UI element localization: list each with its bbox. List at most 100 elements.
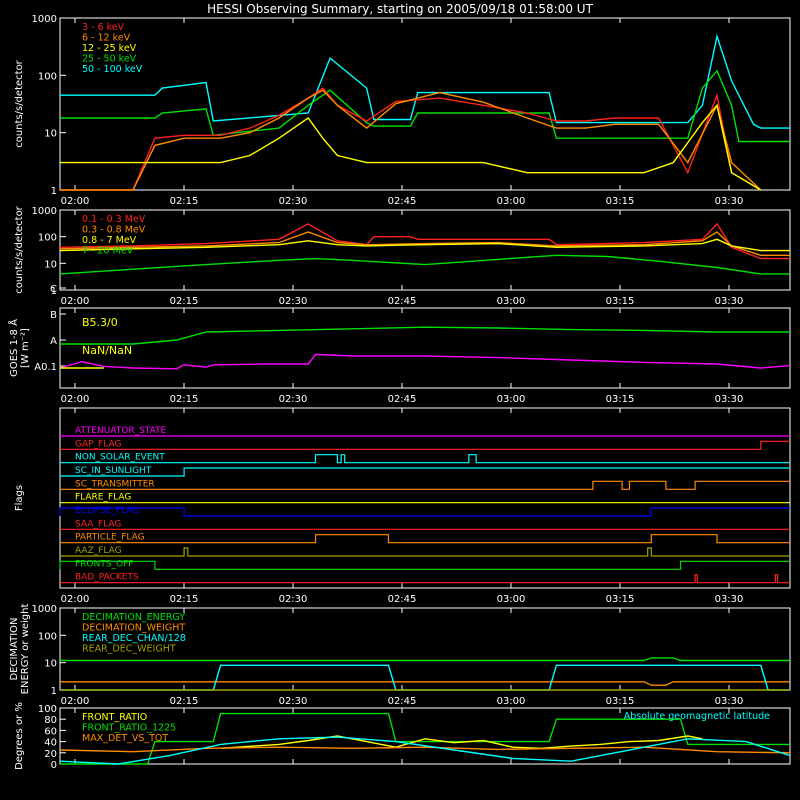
series-line (60, 681, 790, 686)
time-tick-label: 02:15 (170, 296, 199, 307)
y-tick-label: 1000 (32, 206, 57, 217)
y-axis-label: ENERGY or weight (20, 604, 31, 695)
plot-panels: 02:00 02:15 02:30 02:45 03:00 03:15 03:3011010… (7, 14, 791, 771)
time-tick-label: 02:45 (388, 196, 417, 207)
time-tick-label: 02:00 (61, 594, 90, 605)
series-line (60, 657, 790, 662)
y-axis-label: [W m⁻²] (20, 328, 31, 368)
y-tick-label: 10 (44, 129, 57, 140)
y-tick-label: B (50, 310, 57, 321)
time-tick-label: 03:00 (497, 296, 526, 307)
time-tick-label: 02:45 (388, 296, 417, 307)
series-line (60, 326, 790, 345)
flag-line (60, 547, 790, 557)
time-tick-label: 03:00 (497, 394, 526, 405)
panel-flags: 02:00 02:15 02:30 02:45 03:00 03:15 03:30 Flags… (14, 407, 791, 605)
y-tick-label: 1 (51, 186, 57, 197)
legend-entry: FRONT_RATIO (82, 712, 147, 723)
flag-line (60, 467, 790, 477)
time-tick-label: 02:30 (279, 394, 308, 405)
legend-entry: 50 - 100 keV (82, 64, 143, 75)
y-tick-label: 100 (38, 233, 57, 244)
time-tick-label: 03:00 (497, 594, 526, 605)
goes-annotation: NaN/NaN (82, 344, 132, 357)
flag-line (60, 480, 790, 490)
series-line (59, 238, 790, 252)
time-tick-label: 02:00 (61, 696, 90, 707)
time-tick-label: 02:00 (61, 296, 90, 307)
panel-counts-low: 02:00 02:15 02:30 02:45 03:00 03:15 03:30 1 10 10… (14, 14, 791, 207)
time-tick-label: 02:15 (170, 594, 199, 605)
legend-entry: 25 - 50 keV (82, 54, 137, 65)
y-tick-label: 10 (44, 659, 57, 670)
y-tick-label: 1000 (32, 604, 57, 615)
panel-frame (59, 407, 791, 589)
panel-decimation: 02:00 02:15 02:30 02:45 03:00 03:15 03:30 1 10 10… (9, 604, 791, 707)
flag-label: ECLIPSE_FLAG (75, 506, 139, 516)
time-tick-label: 03:30 (715, 594, 744, 605)
legend-entry: 3 - 6 keV (82, 22, 125, 33)
y-tick-label: 20 (44, 749, 57, 760)
time-tick-label: 02:45 (388, 394, 417, 405)
flag-label: NON_SOLAR_EVENT (75, 453, 165, 463)
y-axis-label: DECIMATION (9, 617, 20, 680)
time-tick-label: 03:15 (606, 296, 635, 307)
legend-entry: 12 - 25 keV (82, 43, 137, 54)
y-tick-label: 100 (38, 704, 57, 715)
flag-label: ATTENUATOR_STATE (75, 426, 167, 436)
legend-entry: DECIMATION_ENERGY (82, 612, 185, 623)
time-tick-label: 02:45 (388, 696, 417, 707)
time-tick-label: 02:00 (61, 394, 90, 405)
flag-line (60, 440, 790, 450)
time-tick-label: 03:00 (497, 696, 526, 707)
time-tick-label: 03:15 (606, 394, 635, 405)
legend-entry: 0.1 - 0.3 MeV (82, 214, 146, 225)
y-axis-label: Degrees or % (14, 702, 25, 770)
y-tick-label: 100 (38, 631, 57, 642)
series-line (60, 69, 790, 143)
y-tick-label: 1 (51, 286, 57, 297)
flag-line (60, 534, 790, 544)
y-axis-label: Flags (14, 485, 25, 511)
series-line (59, 736, 791, 765)
series-line (60, 712, 790, 765)
time-tick-label: 03:30 (715, 696, 744, 707)
series-line (59, 254, 790, 275)
series-line (60, 89, 762, 191)
series-line (59, 353, 791, 370)
time-tick-label: 02:30 (279, 196, 308, 207)
y-tick-label: C (50, 284, 57, 295)
panel-frame (59, 307, 791, 389)
time-tick-label: 03:15 (606, 196, 635, 207)
time-tick-label: 02:30 (279, 594, 308, 605)
y-tick-label: 10 (44, 259, 57, 270)
time-tick-label: 03:30 (715, 394, 744, 405)
time-tick-label: 02:15 (170, 696, 199, 707)
y-tick-label: 1 (51, 686, 57, 697)
y-tick-label: 1000 (32, 14, 57, 25)
y-tick-label: 40 (44, 738, 57, 749)
panel-frame (59, 707, 791, 765)
flag-label: FLARE_FLAG (75, 493, 131, 503)
legend-entry: 6 - 12 keV (82, 33, 131, 44)
panel-goes: 02:00 02:15 02:30 02:45 03:00 03:15 03:30 A0.1 A… (7, 284, 791, 405)
y-tick-label: A (50, 336, 57, 347)
flag-label: FRONTS_OFF (75, 559, 133, 569)
legend-entry: 0.8 - 7 MeV (82, 235, 137, 246)
goes-annotation: B5.3/0 (82, 316, 118, 329)
time-tick-label: 03:00 (497, 196, 526, 207)
time-tick-label: 03:15 (606, 594, 635, 605)
flag-label: SC_TRANSMITTER (75, 479, 155, 489)
time-tick-label: 03:30 (715, 196, 744, 207)
time-tick-label: 03:30 (715, 296, 744, 307)
flag-label: GAP_FLAG (75, 439, 121, 449)
series-line (60, 33, 790, 129)
panel-frame (59, 17, 791, 191)
y-tick-label: 100 (38, 71, 57, 82)
flag-label: PARTICLE_FLAG (75, 533, 145, 543)
series-line (59, 231, 790, 256)
y-tick-label: 0 (51, 760, 57, 771)
legend-entry: 7 - 20 MeV (82, 246, 134, 257)
